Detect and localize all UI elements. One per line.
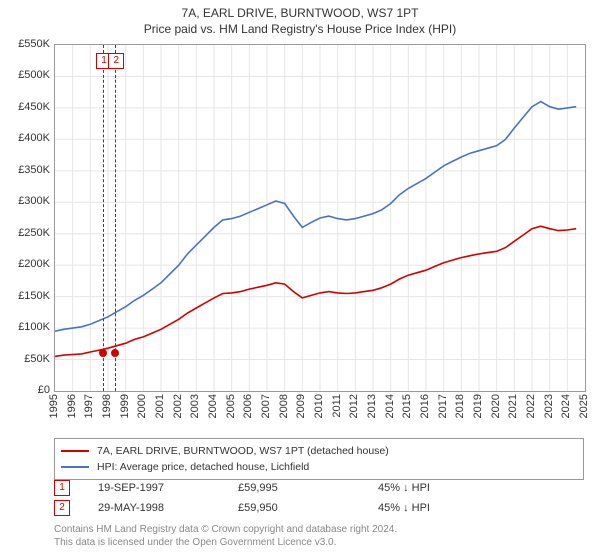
sales-row: 1 19-SEP-1997£59,99545% ↓ HPI	[54, 478, 584, 498]
sales-price: £59,995	[238, 482, 378, 494]
x-tick-label: 2006	[242, 394, 254, 418]
x-tick-label: 2005	[225, 394, 237, 418]
x-tick-label: 2011	[331, 394, 343, 418]
plot-svg	[55, 45, 585, 391]
x-tick-label: 2019	[472, 394, 484, 418]
y-tick-label: £200K	[18, 258, 50, 270]
sales-row-number-box: 2	[54, 500, 70, 516]
x-tick-label: 2010	[313, 394, 325, 418]
chart-container: 7A, EARL DRIVE, BURNTWOOD, WS7 1PT Price…	[0, 0, 600, 560]
y-tick-label: £50K	[24, 353, 50, 365]
y-tick-label: £400K	[18, 132, 50, 144]
y-tick-label: £450K	[18, 101, 50, 113]
marker-dot	[111, 349, 119, 357]
y-tick-label: £100K	[18, 321, 50, 333]
sales-date: 29-MAY-1998	[98, 502, 238, 514]
plot-area: 12	[54, 44, 586, 392]
footer-line2: This data is licensed under the Open Gov…	[54, 537, 584, 550]
x-tick-label: 2023	[543, 394, 555, 418]
footer-attribution: Contains HM Land Registry data © Crown c…	[54, 524, 584, 549]
series-legend-box: 7A, EARL DRIVE, BURNTWOOD, WS7 1PT (deta…	[54, 438, 584, 480]
marker-dot	[99, 349, 107, 357]
x-tick-label: 2018	[454, 394, 466, 418]
y-tick-label: £300K	[18, 195, 50, 207]
sales-row-number-box: 1	[54, 480, 70, 496]
sales-date: 19-SEP-1997	[98, 482, 238, 494]
legend-swatch	[61, 450, 89, 452]
x-tick-label: 2013	[366, 394, 378, 418]
legend-swatch	[61, 466, 89, 468]
sales-table: 1 19-SEP-1997£59,99545% ↓ HPI 2 29-MAY-1998…	[54, 478, 584, 518]
x-tick-label: 2024	[560, 394, 572, 418]
x-tick-label: 2014	[384, 394, 396, 418]
x-tick-label: 2000	[136, 394, 148, 418]
x-tick-label: 1995	[48, 394, 60, 418]
legend-label: HPI: Average price, detached house, Lich…	[97, 461, 309, 473]
x-tick-label: 1999	[119, 394, 131, 418]
x-tick-label: 2002	[172, 394, 184, 418]
marker-dashed-line	[103, 45, 104, 391]
chart-title-line2: Price paid vs. HM Land Registry's House …	[0, 22, 600, 36]
y-tick-label: £250K	[18, 227, 50, 239]
x-tick-label: 2021	[507, 394, 519, 418]
sales-delta: 45% ↓ HPI	[378, 502, 518, 514]
y-tick-label: £550K	[18, 38, 50, 50]
y-tick-label: £150K	[18, 290, 50, 302]
legend-row: HPI: Average price, detached house, Lich…	[61, 459, 577, 475]
marker-number-box: 2	[108, 53, 124, 69]
x-tick-label: 1998	[101, 394, 113, 418]
chart-title-line1: 7A, EARL DRIVE, BURNTWOOD, WS7 1PT	[0, 6, 600, 20]
sales-delta: 45% ↓ HPI	[378, 482, 518, 494]
y-tick-label: £350K	[18, 164, 50, 176]
footer-line1: Contains HM Land Registry data © Crown c…	[54, 524, 584, 537]
sales-row: 2 29-MAY-1998£59,95045% ↓ HPI	[54, 498, 584, 518]
series-line	[55, 226, 576, 356]
sales-price: £59,950	[238, 502, 378, 514]
x-tick-label: 2017	[437, 394, 449, 418]
x-tick-label: 2008	[278, 394, 290, 418]
x-tick-label: 1996	[66, 394, 78, 418]
x-tick-label: 1997	[83, 394, 95, 418]
y-tick-label: £500K	[18, 69, 50, 81]
x-tick-label: 2003	[189, 394, 201, 418]
x-tick-label: 2009	[295, 394, 307, 418]
x-tick-label: 2004	[207, 394, 219, 418]
legend-row: 7A, EARL DRIVE, BURNTWOOD, WS7 1PT (deta…	[61, 443, 577, 459]
legend-label: 7A, EARL DRIVE, BURNTWOOD, WS7 1PT (deta…	[97, 445, 389, 457]
x-tick-label: 2020	[490, 394, 502, 418]
x-tick-label: 2001	[154, 394, 166, 418]
x-tick-label: 2016	[419, 394, 431, 418]
marker-dashed-line	[115, 45, 116, 391]
x-tick-label: 2007	[260, 394, 272, 418]
x-tick-label: 2025	[578, 394, 590, 418]
x-tick-label: 2022	[525, 394, 537, 418]
x-tick-label: 2012	[348, 394, 360, 418]
x-tick-label: 2015	[401, 394, 413, 418]
